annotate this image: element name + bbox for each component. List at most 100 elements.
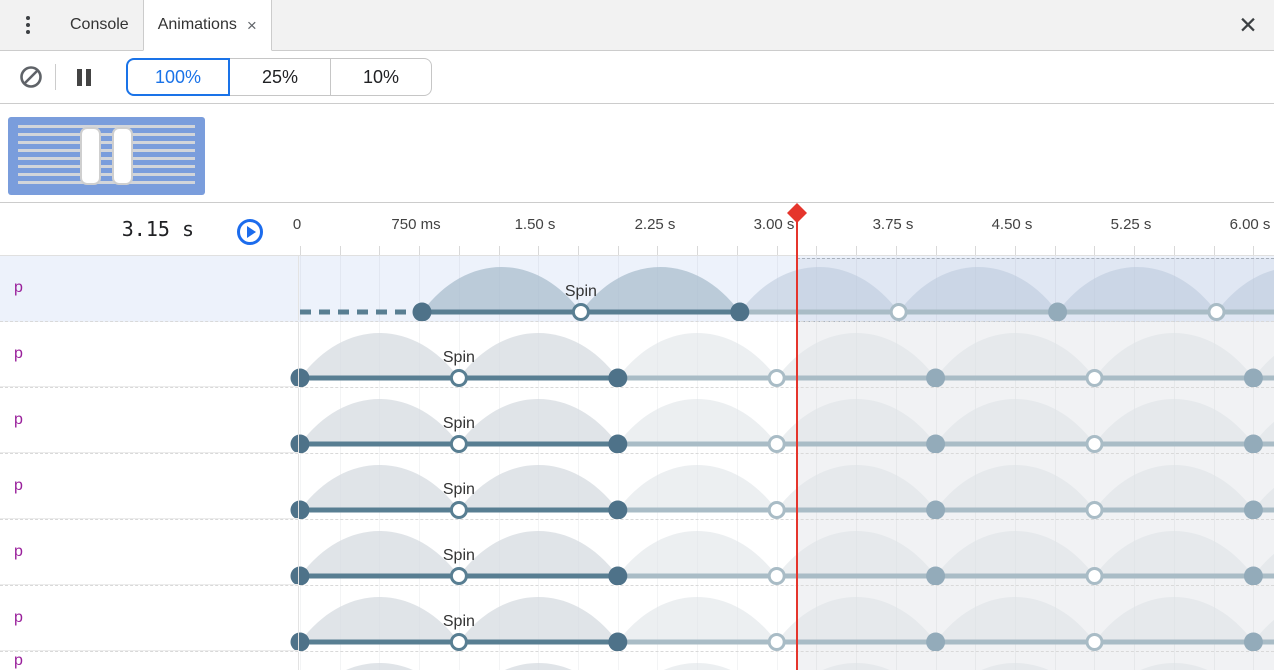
keyframe-dot[interactable] — [449, 567, 468, 585]
node-selector-label[interactable]: p — [14, 411, 23, 428]
keyframe-dot[interactable] — [767, 633, 786, 651]
speed-10-button[interactable]: 10% — [331, 58, 432, 96]
keyframe-dot[interactable] — [767, 567, 786, 585]
keyframe-dot[interactable] — [1243, 368, 1263, 388]
tab-animations[interactable]: Animations × — [142, 0, 272, 51]
ruler-tick — [538, 246, 539, 255]
keyframe-dot[interactable] — [449, 435, 468, 453]
tab-close-icon[interactable]: × — [246, 15, 257, 35]
easing-arc — [458, 465, 618, 510]
devtools-drawer-tabbar: Console Animations × — [0, 0, 1274, 51]
ruler-tick — [459, 246, 460, 255]
ruler-label: 1.50 s — [514, 216, 556, 233]
keyframe-dot[interactable] — [926, 566, 946, 586]
animation-name-label: Spin — [564, 283, 597, 300]
speed-100-button[interactable]: 100% — [126, 58, 230, 96]
animation-name-label: Spin — [442, 349, 475, 366]
keyframe-dot[interactable] — [1085, 501, 1104, 519]
keyframe-dot[interactable] — [1085, 369, 1104, 387]
keyframe-dot[interactable] — [290, 566, 310, 586]
grid-line — [300, 256, 301, 670]
node-selector-label[interactable]: p — [14, 543, 23, 560]
keyframe-dot[interactable] — [1243, 500, 1263, 520]
keyframe-dot[interactable] — [767, 435, 786, 453]
keyframe-dot[interactable] — [608, 434, 628, 454]
keyframe-dot[interactable] — [1085, 633, 1104, 651]
clear-all-button[interactable] — [11, 57, 51, 97]
easing-arc — [776, 597, 936, 642]
keyframe-dot[interactable] — [571, 303, 590, 321]
grid-line — [499, 256, 500, 670]
animations-toolbar: 100% 25% 10% — [0, 51, 1274, 104]
keyframe-dot[interactable] — [767, 369, 786, 387]
more-options-menu-button[interactable] — [0, 0, 56, 50]
ruler-tick — [499, 246, 500, 255]
keyframe-dot[interactable] — [608, 368, 628, 388]
keyframe-dot[interactable] — [449, 501, 468, 519]
keyframe-dot[interactable] — [290, 500, 310, 520]
playhead-scrubber-handle[interactable] — [785, 202, 809, 224]
pause-all-button[interactable] — [64, 57, 104, 97]
block-icon — [20, 66, 42, 88]
keyframe-dot[interactable] — [1048, 302, 1068, 322]
tab-console[interactable]: Console — [56, 0, 143, 50]
keyframe-dot[interactable] — [608, 500, 628, 520]
keyframe-dot[interactable] — [1085, 567, 1104, 585]
easing-arc — [580, 267, 740, 312]
keyframe-dot[interactable] — [449, 369, 468, 387]
keyframe-dot[interactable] — [1243, 632, 1263, 652]
animation-track-row[interactable]: Spin p — [0, 322, 1274, 388]
ruler-tick — [816, 246, 817, 255]
keyframe-dot[interactable] — [889, 303, 908, 321]
keyframe-dot[interactable] — [449, 633, 468, 651]
grid-line — [697, 256, 698, 670]
node-selector-label[interactable]: p — [14, 609, 23, 626]
replay-button[interactable] — [237, 219, 263, 245]
keyframe-dot[interactable] — [926, 500, 946, 520]
easing-arc — [935, 597, 1095, 642]
node-selector-label[interactable]: p — [14, 652, 23, 669]
animation-timeline-graphic — [290, 597, 1274, 652]
keyframe-dot[interactable] — [1243, 434, 1263, 454]
animation-timeline-graphic — [290, 399, 1274, 454]
close-drawer-button[interactable]: ✕ — [1235, 12, 1261, 38]
easing-arc — [823, 663, 890, 670]
keyframe-dot[interactable] — [290, 632, 310, 652]
keyframe-dot[interactable] — [767, 501, 786, 519]
node-selector-label[interactable]: p — [14, 345, 23, 362]
easing-arc — [1057, 267, 1217, 312]
easing-arc — [300, 597, 459, 642]
keyframe-dot[interactable] — [1085, 435, 1104, 453]
easing-arc — [300, 333, 459, 378]
keyframe-dot[interactable] — [926, 632, 946, 652]
grid-line — [737, 256, 738, 670]
grid-line — [657, 256, 658, 670]
easing-arc — [739, 267, 899, 312]
easing-arc — [982, 663, 1049, 670]
ruler-tick — [1094, 246, 1095, 255]
speed-25-button[interactable]: 25% — [230, 58, 331, 96]
node-selector-label[interactable]: p — [14, 279, 23, 296]
keyframe-dot[interactable] — [730, 302, 750, 322]
keyframe-dot[interactable] — [926, 368, 946, 388]
keyframe-dot[interactable] — [290, 368, 310, 388]
node-selector-label[interactable]: p — [14, 477, 23, 494]
keyframe-dot[interactable] — [1207, 303, 1226, 321]
keyframe-dot[interactable] — [412, 302, 432, 322]
row-node-column: p — [0, 652, 299, 670]
time-ruler: 0 750 ms 1.50 s 2.25 s 3.00 s 3.75 s 4.50 s 5.2… — [0, 203, 1274, 255]
keyframe-dot[interactable] — [608, 632, 628, 652]
keyframe-dot[interactable] — [926, 434, 946, 454]
animation-preview-thumbnail[interactable] — [8, 117, 205, 195]
keyframe-dot[interactable] — [1243, 566, 1263, 586]
kebab-icon — [26, 16, 30, 34]
ruler-label: 6.00 s — [1229, 216, 1271, 233]
animation-track-row[interactable]: Spin p — [0, 256, 1274, 322]
keyframe-dot[interactable] — [290, 434, 310, 454]
keyframe-dot[interactable] — [608, 566, 628, 586]
